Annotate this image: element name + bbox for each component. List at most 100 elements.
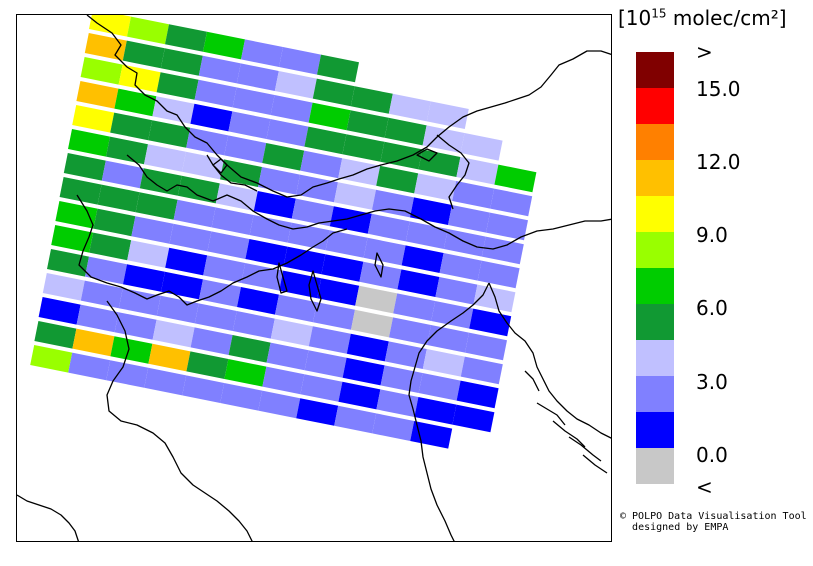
swath-pixel xyxy=(173,199,216,228)
swath-pixel xyxy=(59,177,102,205)
island xyxy=(552,420,586,448)
swath-pixel xyxy=(291,198,334,227)
swath-pixel xyxy=(118,64,161,93)
swath-pixel xyxy=(97,184,140,213)
swath-pixel xyxy=(422,125,465,153)
swath-pixel xyxy=(68,129,110,157)
swath-pixel xyxy=(101,160,144,189)
swath-pixel xyxy=(38,297,81,325)
swath-pixel xyxy=(135,192,178,220)
swath-pixel xyxy=(494,164,537,193)
swath-pixel xyxy=(156,295,199,324)
swath-pixel xyxy=(258,390,301,419)
swath-pixel xyxy=(114,312,157,340)
legend-tick-label: > xyxy=(696,40,713,64)
legend-tick-label: 6.0 xyxy=(696,296,728,320)
swath-pixel xyxy=(72,328,115,357)
swath-pixel xyxy=(232,311,275,339)
swath-pixel xyxy=(232,87,275,115)
swath-pixel xyxy=(42,273,85,301)
swath-pixel xyxy=(275,294,317,323)
swath-pixel xyxy=(258,167,300,195)
swath-pixel xyxy=(329,206,372,234)
swath-pixel xyxy=(439,253,482,281)
swath-pixel xyxy=(397,269,440,297)
swath-pixel xyxy=(448,205,490,233)
swath-pixel xyxy=(338,381,381,410)
swath-pixel xyxy=(182,151,224,180)
swath-pixel xyxy=(490,188,533,217)
legend-swatch xyxy=(636,412,674,448)
island xyxy=(582,454,608,474)
coastline xyxy=(488,282,611,439)
swath-pixel xyxy=(190,103,233,132)
swath-pixel xyxy=(405,221,448,249)
swath-pixel xyxy=(177,175,220,204)
swath-pixel xyxy=(55,201,98,229)
swath-pixel xyxy=(380,365,423,393)
border-line xyxy=(86,15,611,198)
swath-pixel xyxy=(194,303,237,331)
swath-pixel xyxy=(194,79,237,108)
legend-swatch xyxy=(636,232,674,268)
swath-pixel xyxy=(169,223,212,252)
swath-pixel xyxy=(431,301,474,329)
swath-pixel xyxy=(199,279,241,307)
legend-tick-label: 9.0 xyxy=(696,223,728,247)
island xyxy=(524,370,540,392)
swath-pixel xyxy=(241,39,283,67)
swath-pixel xyxy=(152,319,195,348)
swath-pixel xyxy=(481,236,524,265)
swath-pixel xyxy=(114,88,157,117)
swath-pixel xyxy=(270,318,313,347)
swath-pixel xyxy=(68,352,111,381)
swath-pixel xyxy=(127,240,170,268)
swath-pixel xyxy=(388,93,431,122)
swath-pixel xyxy=(245,239,288,267)
swath-pixel xyxy=(152,96,195,124)
swath-pixel xyxy=(198,55,241,84)
swath-pixel xyxy=(85,256,127,285)
swath-pixel xyxy=(477,260,520,289)
swath-pixel xyxy=(426,101,469,129)
swath-pixel xyxy=(460,133,503,161)
credit-line-1: © POLPO Data Visualisation Tool xyxy=(620,511,807,522)
swath-pixel xyxy=(148,343,191,372)
swath-pixel xyxy=(160,48,203,76)
swath-pixel xyxy=(72,105,115,133)
legend-swatch xyxy=(636,268,674,304)
swath-pixel xyxy=(372,413,415,441)
swath-pixel xyxy=(262,143,305,171)
swath-pixel xyxy=(456,157,499,185)
swath-pixel xyxy=(220,159,262,187)
swath-pixel xyxy=(106,136,148,165)
swath-pixel xyxy=(262,366,305,395)
swath-pixel xyxy=(249,215,292,243)
swath-pixel xyxy=(473,284,516,313)
swath-pixel xyxy=(144,367,187,396)
swath-pixel xyxy=(321,254,364,282)
legend-tick-label: 0.0 xyxy=(696,443,728,467)
border-line xyxy=(126,154,611,250)
swath-pixel xyxy=(215,183,258,211)
swath-pixel xyxy=(304,350,347,378)
legend-swatch xyxy=(636,160,674,196)
border-line xyxy=(436,134,470,210)
swath-pixel xyxy=(351,309,393,338)
swath-pixel xyxy=(452,404,495,433)
swath-pixel xyxy=(186,351,229,379)
swath-pixel xyxy=(486,212,528,241)
swath-pixel xyxy=(76,81,119,109)
swath-pixel xyxy=(76,304,119,333)
lake xyxy=(416,148,438,162)
swath-pixel xyxy=(165,24,207,52)
swath-pixel xyxy=(401,245,444,273)
swath-pixel xyxy=(224,135,267,163)
legend-swatch xyxy=(636,124,674,160)
swath-pixel xyxy=(317,54,359,83)
swath-pixel xyxy=(296,398,339,426)
island xyxy=(568,436,602,462)
swath-pixel xyxy=(376,165,419,194)
swath-pixel xyxy=(186,127,229,156)
coastline xyxy=(106,300,253,541)
